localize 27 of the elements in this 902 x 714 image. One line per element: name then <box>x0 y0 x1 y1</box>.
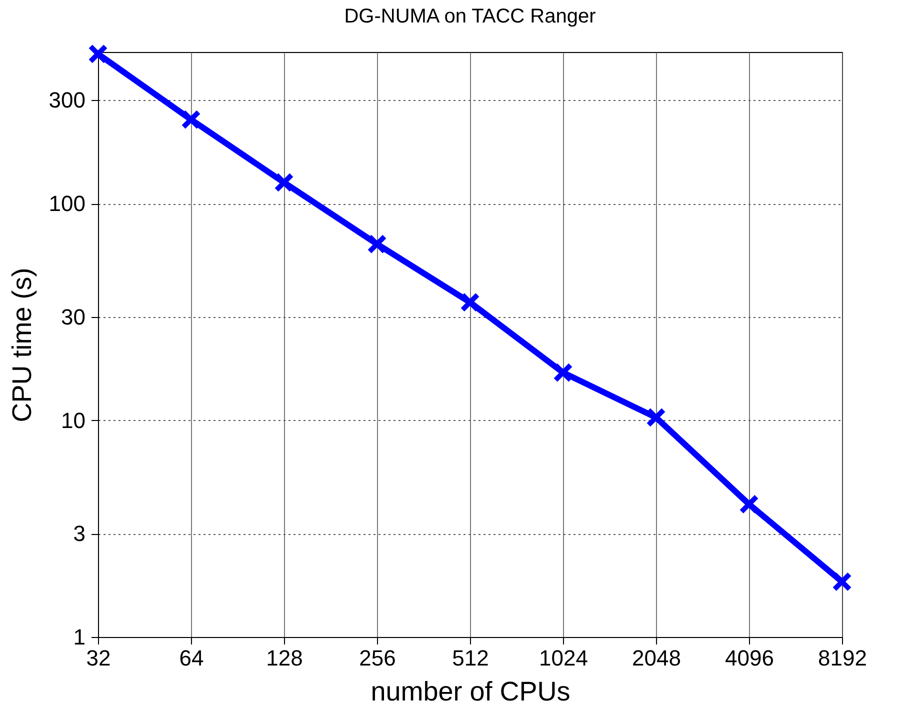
x-tick-label: 32 <box>86 646 111 670</box>
x-tick-label: 2048 <box>632 646 681 670</box>
x-tick-label: 4096 <box>725 646 774 670</box>
x-tick-label: 64 <box>179 646 204 670</box>
x-tick-label: 256 <box>359 646 396 670</box>
chart-title: DG-NUMA on TACC Ranger <box>344 5 596 28</box>
point <box>181 110 201 130</box>
point <box>553 362 573 382</box>
y-tick-label: 10 <box>61 408 86 433</box>
x-tick-label: 512 <box>452 646 489 670</box>
x-tick-label: 8192 <box>818 646 867 670</box>
y-tick-label: 3 <box>73 521 86 546</box>
y-tick-label: 1 <box>73 624 86 650</box>
point <box>460 292 480 312</box>
point <box>88 44 108 64</box>
point <box>739 494 759 514</box>
y-tick-label: 300 <box>48 88 86 113</box>
y-tick-label: 30 <box>61 304 86 330</box>
point <box>832 572 852 592</box>
y-tick-label: 100 <box>48 191 86 216</box>
point <box>646 408 666 428</box>
x-tick-label: 128 <box>266 646 303 670</box>
x-tick-label: 1024 <box>539 646 588 670</box>
x-axis-title: number of CPUs <box>370 676 570 706</box>
point <box>367 234 387 254</box>
y-axis-title: CPU time (s) <box>6 268 37 422</box>
point <box>274 172 294 192</box>
